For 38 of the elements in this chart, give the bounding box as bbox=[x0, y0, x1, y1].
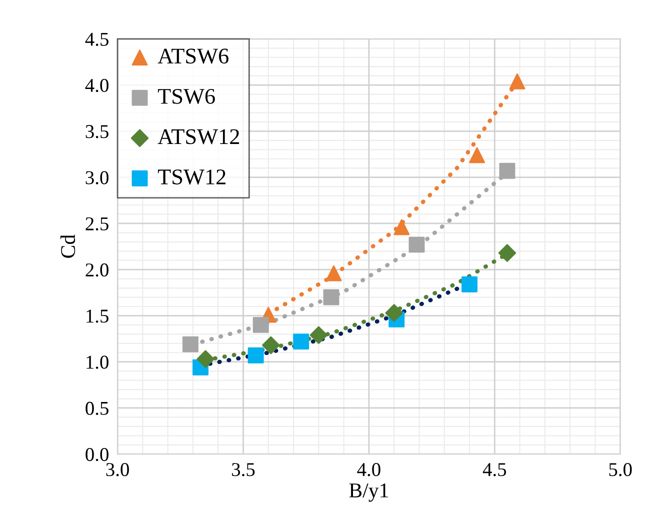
legend-label: TSW6 bbox=[158, 88, 215, 104]
x-tick-label: 4.5 bbox=[482, 463, 506, 476]
legend-label: TSW12 bbox=[158, 170, 226, 185]
point bbox=[499, 162, 516, 179]
x-axis-title: B/y1 bbox=[349, 484, 388, 502]
point bbox=[310, 326, 328, 344]
y-tick-label: 0.0 bbox=[86, 448, 108, 462]
point bbox=[182, 336, 198, 352]
legend-label: ATSW12 bbox=[158, 129, 240, 144]
y-tick-label: 4.0 bbox=[85, 78, 108, 92]
point bbox=[323, 289, 340, 306]
point bbox=[385, 304, 403, 322]
point bbox=[293, 334, 310, 350]
y-tick-label: 0.5 bbox=[86, 402, 108, 416]
y-tick-label: 2.0 bbox=[86, 263, 108, 277]
point bbox=[462, 276, 478, 292]
point bbox=[394, 219, 410, 236]
point bbox=[252, 316, 269, 333]
y-axis-title: Cd bbox=[60, 234, 76, 258]
point bbox=[408, 236, 425, 253]
y-tick-label: 4.5 bbox=[85, 32, 108, 46]
y-tick-label: 1.0 bbox=[86, 356, 108, 369]
point bbox=[498, 244, 516, 262]
y-tick-label: 1.5 bbox=[86, 310, 108, 323]
point bbox=[326, 265, 342, 282]
x-tick-label: 4.0 bbox=[357, 463, 380, 476]
x-tick-label: 5.0 bbox=[609, 463, 632, 476]
x-tick-label: 3.5 bbox=[232, 463, 255, 476]
y-tick-label: 3.0 bbox=[86, 171, 108, 184]
legend-label: ATSW6 bbox=[158, 48, 228, 64]
point bbox=[248, 347, 264, 364]
y-tick-label: 2.5 bbox=[86, 217, 108, 230]
point bbox=[469, 147, 486, 164]
y-tick-label: 3.5 bbox=[86, 125, 108, 138]
point bbox=[196, 350, 214, 368]
x-tick-label: 3.0 bbox=[106, 463, 129, 476]
point bbox=[262, 336, 280, 354]
point bbox=[509, 73, 526, 90]
